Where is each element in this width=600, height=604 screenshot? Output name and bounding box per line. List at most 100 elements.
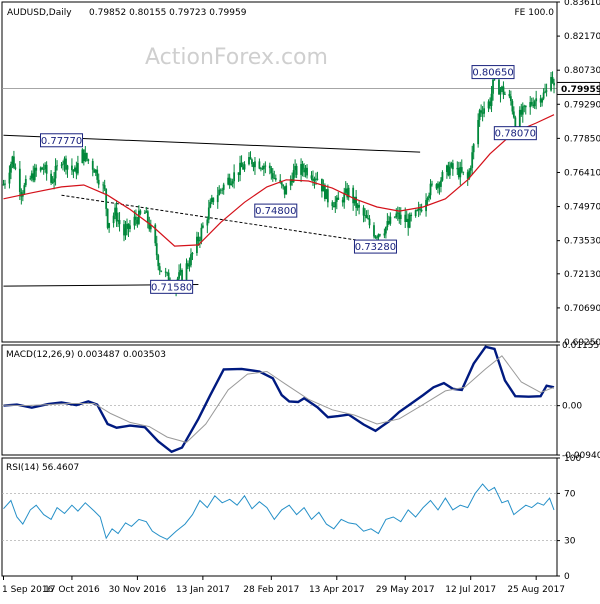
candle-body: [457, 167, 460, 178]
candle-body: [279, 179, 282, 183]
candle-body: [74, 167, 76, 172]
candle-body: [306, 167, 308, 176]
candle: [457, 161, 460, 180]
candle: [42, 163, 45, 175]
price-annotation-label: 0.77770: [41, 136, 82, 147]
candle-body: [468, 170, 471, 179]
candle-body: [405, 218, 408, 223]
candle: [460, 159, 463, 174]
candle-body: [268, 165, 271, 169]
candle: [112, 212, 115, 228]
candle: [251, 158, 253, 167]
candle: [419, 204, 422, 216]
candle: [553, 78, 555, 94]
candle-body: [553, 82, 555, 86]
candle: [398, 207, 401, 224]
candle: [438, 181, 441, 195]
candle-body: [209, 202, 212, 208]
moving-average-line: [3, 114, 555, 247]
macd-title: MACD(12,26,9) 0.003487 0.003503: [6, 350, 166, 360]
candle: [501, 85, 503, 93]
candle-body: [334, 201, 337, 208]
candle-body: [42, 169, 45, 170]
candle: [273, 170, 276, 180]
candle: [201, 222, 204, 229]
candle: [71, 158, 73, 175]
candle-body: [143, 212, 146, 214]
candle-body: [301, 164, 304, 170]
candle: [362, 205, 365, 223]
candle: [166, 271, 169, 276]
candle-body: [30, 173, 33, 179]
candle: [178, 264, 180, 282]
candle: [262, 163, 265, 177]
candle: [417, 201, 420, 218]
candle-body: [426, 198, 429, 200]
candle: [535, 90, 538, 110]
candle-body: [81, 149, 84, 164]
candle-body: [10, 164, 12, 173]
candle: [212, 197, 215, 206]
candle-body: [243, 164, 246, 170]
candle-body: [437, 183, 439, 189]
price-tick-label: 0.80730: [564, 66, 600, 76]
candle-body: [146, 211, 149, 223]
candle: [478, 108, 481, 127]
candle-body: [459, 167, 462, 178]
candle: [218, 185, 221, 196]
candle-body: [191, 253, 194, 255]
candle: [261, 165, 264, 171]
candle: [239, 155, 241, 182]
candle-body: [456, 167, 459, 170]
candle-body: [164, 271, 167, 273]
candle: [325, 189, 328, 200]
candle: [2, 179, 5, 186]
candle-body: [221, 189, 224, 191]
candle: [502, 81, 505, 100]
x-tick-label: 29 May 2017: [376, 585, 435, 595]
candle-body: [399, 214, 402, 219]
candle: [249, 151, 252, 160]
candle: [87, 158, 90, 164]
candle-body: [398, 212, 401, 219]
candle-body: [480, 110, 483, 113]
candle: [483, 101, 485, 118]
candle: [143, 209, 146, 214]
candle: [254, 157, 256, 175]
candle: [91, 158, 94, 177]
candle: [469, 165, 472, 176]
macd-signal-line: [3, 355, 555, 443]
candle: [228, 173, 231, 189]
candle: [56, 160, 58, 171]
candle-body: [502, 86, 505, 95]
price-tick-label: 0.74970: [564, 203, 600, 213]
candle-body: [358, 204, 361, 208]
candle: [209, 198, 212, 209]
candle-body: [178, 272, 180, 279]
candle: [96, 165, 99, 184]
candle: [94, 169, 97, 177]
candle-body: [487, 101, 490, 109]
candle-body: [294, 165, 297, 171]
candle-body: [4, 183, 6, 185]
candle-body: [188, 265, 191, 267]
candle: [343, 187, 346, 209]
candle: [76, 155, 79, 176]
candle: [280, 181, 283, 189]
candle: [129, 220, 131, 233]
candle-body: [524, 105, 527, 108]
candle: [237, 172, 240, 182]
candle-body: [466, 172, 469, 179]
candle: [451, 159, 454, 176]
candle: [108, 222, 111, 233]
candle: [222, 182, 225, 195]
candle-body: [419, 208, 422, 210]
candle-body: [343, 192, 346, 203]
candle: [258, 158, 261, 170]
price-tick-label: 0.83610: [564, 0, 600, 8]
candle: [23, 182, 26, 196]
candle: [365, 210, 368, 219]
candle-body: [167, 272, 170, 284]
candle-body: [166, 272, 169, 274]
